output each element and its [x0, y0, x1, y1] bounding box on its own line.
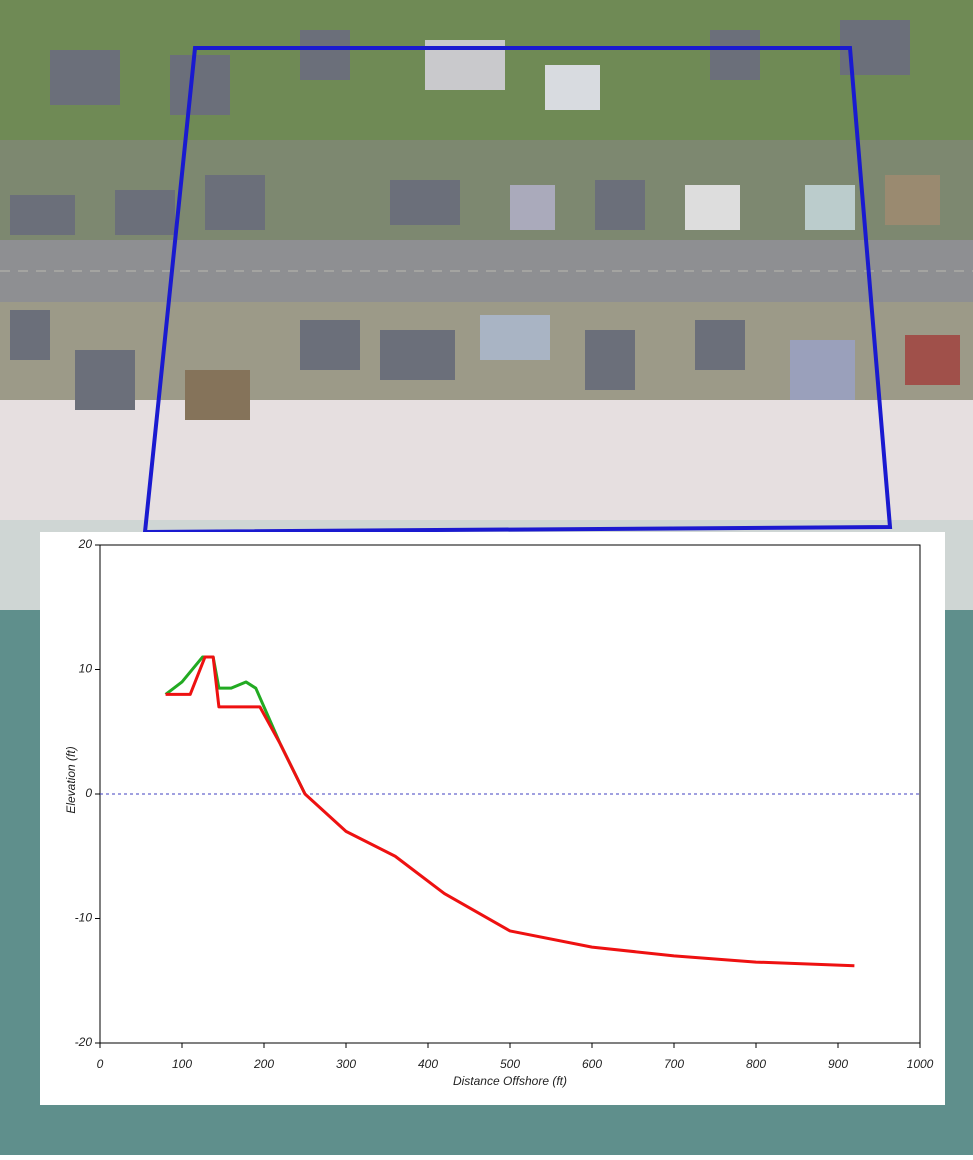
y-tick-label: -20: [75, 1035, 93, 1049]
x-tick-label: 500: [500, 1057, 520, 1071]
y-tick-label: 0: [85, 786, 92, 800]
y-tick-label: 10: [79, 662, 93, 676]
x-tick-label: 0: [97, 1057, 104, 1071]
x-tick-label: 400: [418, 1057, 438, 1071]
y-tick-label: -10: [75, 911, 93, 925]
x-tick-label: 900: [828, 1057, 848, 1071]
x-tick-label: 700: [664, 1057, 684, 1071]
y-axis-label: Elevation (ft): [64, 746, 78, 813]
x-tick-label: 1000: [907, 1057, 934, 1071]
x-axis-label: Distance Offshore (ft): [453, 1074, 567, 1088]
chart-panel: [40, 532, 945, 1105]
profile-line: [165, 655, 855, 968]
x-tick-label: 600: [582, 1057, 602, 1071]
profile-line: [164, 655, 307, 795]
x-tick-label: 300: [336, 1057, 356, 1071]
x-tick-label: 800: [746, 1057, 766, 1071]
x-tick-label: 200: [253, 1057, 274, 1071]
x-tick-label: 100: [172, 1057, 192, 1071]
y-tick-label: 20: [78, 537, 93, 551]
chart: Distance Offshore (ft) Elevation (ft) 0 1…: [64, 537, 933, 1088]
